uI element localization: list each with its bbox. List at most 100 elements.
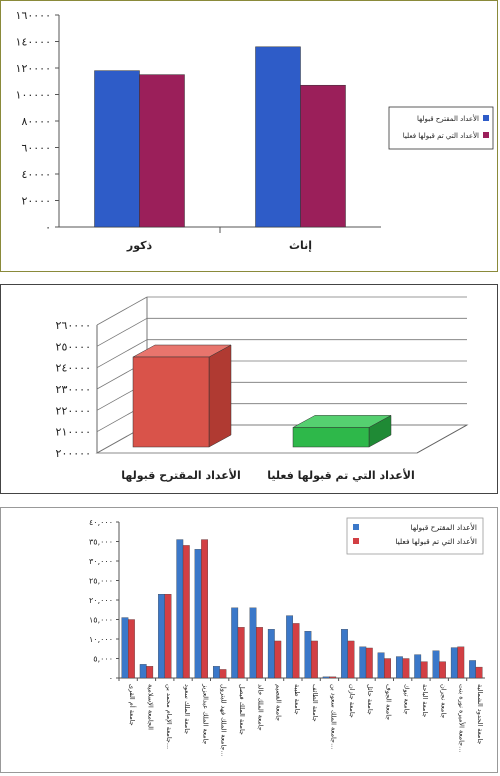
legend-label: الأعداد التي تم قبولها فعليا	[403, 131, 479, 140]
gridline-side	[96, 296, 148, 326]
y-tick-label: ٢٥٠٠٠٠	[56, 340, 91, 353]
x-category-label: جامعة جازان	[348, 684, 356, 718]
bar-proposed	[432, 650, 440, 679]
y-tick-label: ١٠٠٠٠٠	[16, 89, 51, 102]
y-tick-label: ٢٤٠٠٠٠	[56, 362, 91, 375]
y-tick-label: ١٠,٠٠٠	[89, 635, 113, 644]
chart-totals: ٢٠٠٠٠٠ ٢١٠٠٠٠ ٢٢٠٠٠٠ ٢٣٠٠٠٠ ٢٤٠٠٠٠ ٢٥٠٠٠٠ ٢٦٠٠…	[56, 296, 469, 482]
bar-proposed	[267, 629, 275, 679]
y-tick-label: ٢٣٠٠٠٠	[56, 383, 91, 396]
y-tick-label: ١٦٠٠٠٠	[16, 9, 51, 22]
y-tick-label: ١٢٠٠٠٠	[16, 62, 51, 75]
y-tick-label: ٦٠٠٠٠	[21, 142, 51, 155]
bar-proposed	[359, 646, 367, 679]
y-tick-label: ١٤٠٠٠٠	[16, 36, 51, 49]
bar-front	[292, 427, 370, 448]
x-category-label: جامعة نجران	[439, 684, 447, 718]
x-category-label: جامعة الجوف	[384, 684, 392, 720]
x-category-label: الجامعة الإسلامية	[146, 684, 154, 730]
y-tick-label: ٢٢٠٠٠٠	[56, 404, 91, 417]
bar-accepted	[274, 640, 282, 679]
y-tick-label: ٨٠٠٠٠	[21, 115, 51, 128]
x-category-label: جامعة طيبة	[293, 684, 301, 715]
legend-box	[346, 517, 484, 555]
x-category-label: جامعة الملك عبدالعزيز	[201, 683, 209, 745]
bar-proposed	[322, 676, 330, 679]
bar-accepted	[384, 658, 392, 679]
legend-swatch	[483, 115, 489, 121]
x-category-label: إناث	[289, 239, 312, 252]
legend: الأعداد المقترح قبولها الأعداد التي تم قب…	[388, 106, 494, 150]
x-category-label: الأعداد المقترح قبولها	[121, 468, 240, 482]
bar-proposed	[341, 629, 348, 679]
bar-accepted	[256, 627, 263, 679]
bar-accepted	[329, 676, 337, 679]
x-category-label: جامعة تبوك	[403, 684, 411, 715]
x-category-label: جامعة الملك فيصل	[238, 684, 246, 735]
legend-label: الأعداد المقترح قبولها	[417, 114, 479, 123]
legend-box	[388, 106, 494, 150]
bar-accepted	[300, 84, 346, 228]
x-category-label: جامعة حائل	[366, 684, 374, 715]
floor-edge	[416, 424, 468, 454]
bar-proposed	[212, 666, 220, 679]
x-category-label: جامعة القصيم	[275, 684, 283, 721]
bar-proposed	[286, 615, 294, 679]
bar-proposed	[255, 46, 301, 228]
bar-accepted	[310, 640, 318, 679]
y-tick-label: ٣٠,٠٠٠	[89, 557, 113, 566]
y-tick-label: ٥,٠٠٠	[93, 655, 113, 664]
bar-accepted	[365, 647, 373, 679]
bar-accepted	[475, 666, 483, 679]
bar-accepted	[146, 666, 154, 679]
y-tick-label: ٠	[109, 674, 113, 683]
gridline-side	[96, 317, 148, 347]
legend-label: الأعداد التي تم قبولها فعليا	[395, 536, 477, 546]
chart-gender: ٠ ٢٠٠٠٠ ٤٠٠٠٠ ٦٠٠٠٠ ٨٠٠٠٠ ١٠٠٠٠٠ ١٢٠٠٠٠ ١٤٠٠٠٠ ١…	[16, 9, 494, 252]
legend-swatch	[353, 538, 359, 544]
x-category-label: جامعة الأميرة نورة بنت...	[458, 684, 467, 752]
bar-proposed	[377, 652, 385, 679]
bar-proposed	[94, 70, 140, 228]
gridline-side	[96, 339, 148, 369]
x-category-label: جامعة الملك فهد للبترول...	[220, 684, 228, 757]
bar-proposed	[121, 617, 129, 679]
bar-accepted	[201, 539, 209, 679]
chart-universities: ٠ ٥,٠٠٠ ١٠,٠٠٠ ١٥,٠٠٠ ٢٠,٠٠٠ ٢٥,٠٠٠ ٣٠,٠٠٠ ٣٥,٠…	[89, 517, 485, 757]
y-tick-label: ٢٦٠٠٠٠	[56, 319, 91, 332]
bar-accepted	[139, 74, 185, 228]
y-tick-label: ٢٠٠٠٠	[21, 195, 51, 208]
x-category-label: الأعداد التي تم قبولها فعليا	[267, 468, 414, 482]
y-tick-label: ٢٠٠٠٠٠	[56, 447, 91, 460]
legend-swatch	[483, 132, 489, 138]
bar-side	[208, 344, 232, 448]
chart-gender-panel: ٠ ٢٠٠٠٠ ٤٠٠٠٠ ٦٠٠٠٠ ٨٠٠٠٠ ١٠٠٠٠٠ ١٢٠٠٠٠ ١٤٠٠٠٠ ١…	[0, 0, 498, 272]
x-category-label: جامعة الملك سعود بن...	[329, 684, 337, 749]
bar-accepted	[128, 619, 135, 679]
bar-proposed	[231, 607, 239, 679]
y-tick-label: ١٥,٠٠٠	[89, 616, 113, 625]
x-category-label: جامعة الملك خالد	[256, 684, 264, 731]
chart-totals-panel: ٢٠٠٠٠٠ ٢١٠٠٠٠ ٢٢٠٠٠٠ ٢٣٠٠٠٠ ٢٤٠٠٠٠ ٢٥٠٠٠٠ ٢٦٠٠…	[0, 284, 498, 494]
y-tick-label: ٢٥,٠٠٠	[89, 577, 113, 586]
bar-accepted	[292, 623, 300, 679]
bar-accepted	[439, 661, 446, 679]
x-category-label: ذكور	[126, 239, 153, 252]
x-category-label: جامعة الطائف	[311, 684, 319, 722]
y-tick-label: ٢٠,٠٠٠	[89, 596, 113, 605]
bar-front	[132, 356, 210, 448]
bar-accepted	[420, 661, 428, 679]
y-tick-label: ٤٠٠٠٠	[21, 168, 51, 181]
bar-proposed	[469, 660, 477, 679]
y-tick-label: ٤٠,٠٠٠	[89, 518, 113, 527]
bar-proposed	[176, 539, 184, 679]
bar-accepted	[457, 646, 465, 679]
x-category-label: جامعة الباحة	[421, 684, 429, 717]
bar-accepted	[219, 669, 227, 679]
bar-proposed	[194, 549, 202, 679]
bar-proposed	[450, 647, 458, 679]
legend-label: الأعداد المقترح قبولها	[411, 522, 477, 532]
bar-proposed	[304, 631, 312, 679]
bar-proposed	[139, 664, 147, 679]
bar-accepted	[402, 658, 410, 679]
